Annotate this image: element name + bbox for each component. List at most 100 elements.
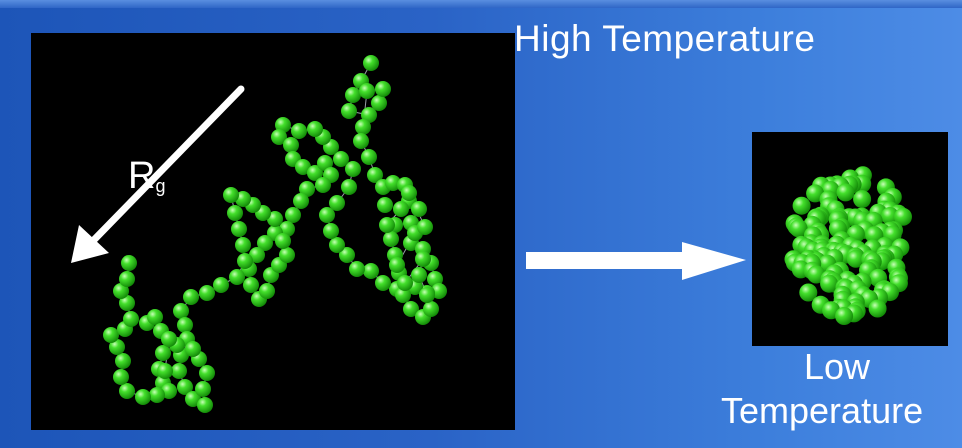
polymer-bead — [121, 255, 137, 271]
polymer-bead — [171, 363, 187, 379]
globule-bead — [792, 196, 811, 215]
polymer-bead — [361, 149, 377, 165]
polymer-bead — [295, 159, 311, 175]
polymer-bead — [419, 287, 435, 303]
polymer-bead — [345, 87, 361, 103]
polymer-bead — [235, 237, 251, 253]
polymer-bead — [323, 223, 339, 239]
polymer-bead — [375, 81, 391, 97]
polymer-bead — [267, 211, 283, 227]
high-temperature-label: High Temperature — [514, 18, 816, 59]
polymer-bead — [333, 151, 349, 167]
polymer-bead — [155, 345, 171, 361]
polymer-bead — [199, 365, 215, 381]
polymer-bead — [109, 339, 125, 355]
polymer-bead — [149, 387, 165, 403]
polymer-bead — [259, 283, 275, 299]
polymer-bead — [379, 217, 395, 233]
radius-of-gyration-label: Rg — [128, 155, 166, 197]
polymer-bead — [393, 201, 409, 217]
polymer-bead — [173, 303, 189, 319]
polymer-bead — [397, 275, 413, 291]
polymer-bead — [119, 271, 135, 287]
polymer-bead — [157, 363, 173, 379]
polymer-bead — [389, 257, 405, 273]
polymer-bead — [275, 233, 291, 249]
polymer-bead — [359, 83, 375, 99]
polymer-bead — [227, 205, 243, 221]
polymer-bead — [371, 95, 387, 111]
globule-bead — [789, 219, 808, 238]
polymer-bead — [395, 287, 411, 303]
polymer-bead — [231, 221, 247, 237]
polymer-bead — [403, 301, 419, 317]
polymer-bead — [341, 103, 357, 119]
polymer-bead — [249, 247, 265, 263]
polymer-bead — [119, 295, 135, 311]
polymer-bead — [353, 133, 369, 149]
polymer-bead — [307, 121, 323, 137]
polymer-bead — [279, 247, 295, 263]
polymer-bead — [113, 369, 129, 385]
polymer-bead — [147, 309, 163, 325]
polymer-bead — [161, 331, 177, 347]
polymer-bead — [285, 207, 301, 223]
polymer-bead — [383, 231, 399, 247]
polymer-bead — [115, 353, 131, 369]
polymer-bead — [113, 283, 129, 299]
right-arrow-icon — [526, 242, 746, 280]
polymer-bead — [293, 193, 309, 209]
polymer-bead — [103, 327, 119, 343]
polymer-bead — [341, 179, 357, 195]
polymer-bead — [135, 389, 151, 405]
polymer-bead — [355, 119, 371, 135]
polymer-bead — [339, 247, 355, 263]
collapsed-polymer-globule — [784, 166, 912, 325]
polymer-bead — [377, 197, 393, 213]
polymer-bead — [361, 107, 377, 123]
polymer-bead — [229, 269, 245, 285]
polymer-bead — [197, 397, 213, 413]
polymer-bead — [283, 137, 299, 153]
globule-bead — [868, 299, 887, 318]
polymer-bead — [291, 123, 307, 139]
globule-bead — [853, 190, 872, 209]
polymer-bead — [319, 207, 335, 223]
polymer-bead — [183, 289, 199, 305]
polymer-bead — [243, 277, 259, 293]
polymer-bead — [307, 165, 323, 181]
polymer-bead — [237, 253, 253, 269]
globule-bead — [894, 207, 912, 226]
low-temperature-label-line1: Low — [804, 346, 871, 387]
polymer-bead — [411, 267, 427, 283]
polymer-bead — [329, 237, 345, 253]
polymer-bead — [213, 277, 229, 293]
polymer-bead — [329, 195, 345, 211]
polymer-bead — [119, 383, 135, 399]
globule-bead — [806, 184, 825, 203]
polymer-bead — [223, 187, 239, 203]
polymer-bead — [185, 341, 201, 357]
globule-bead — [799, 283, 818, 302]
polymer-bead — [257, 235, 273, 251]
polymer-bead — [363, 55, 379, 71]
rg-subscript: g — [155, 176, 166, 196]
extended-polymer-chain — [71, 55, 447, 413]
polymer-bead — [367, 167, 383, 183]
polymer-bead — [411, 201, 427, 217]
polymer-bead — [199, 285, 215, 301]
polymer-bead — [375, 275, 391, 291]
polymer-bead — [299, 181, 315, 197]
globule-bead — [836, 183, 855, 202]
diagonal-arrow-icon — [71, 85, 245, 263]
polymer-bead — [195, 381, 211, 397]
polymer-bead — [417, 219, 433, 235]
polymer-bead — [423, 301, 439, 317]
globule-bead — [881, 207, 899, 225]
polymer-bead — [271, 129, 287, 145]
globule-bead — [846, 249, 865, 268]
polymer-bead — [123, 311, 139, 327]
slide-top-bar — [0, 0, 962, 8]
collapsed-globule-panel — [752, 132, 948, 346]
polymer-bead — [415, 251, 431, 267]
